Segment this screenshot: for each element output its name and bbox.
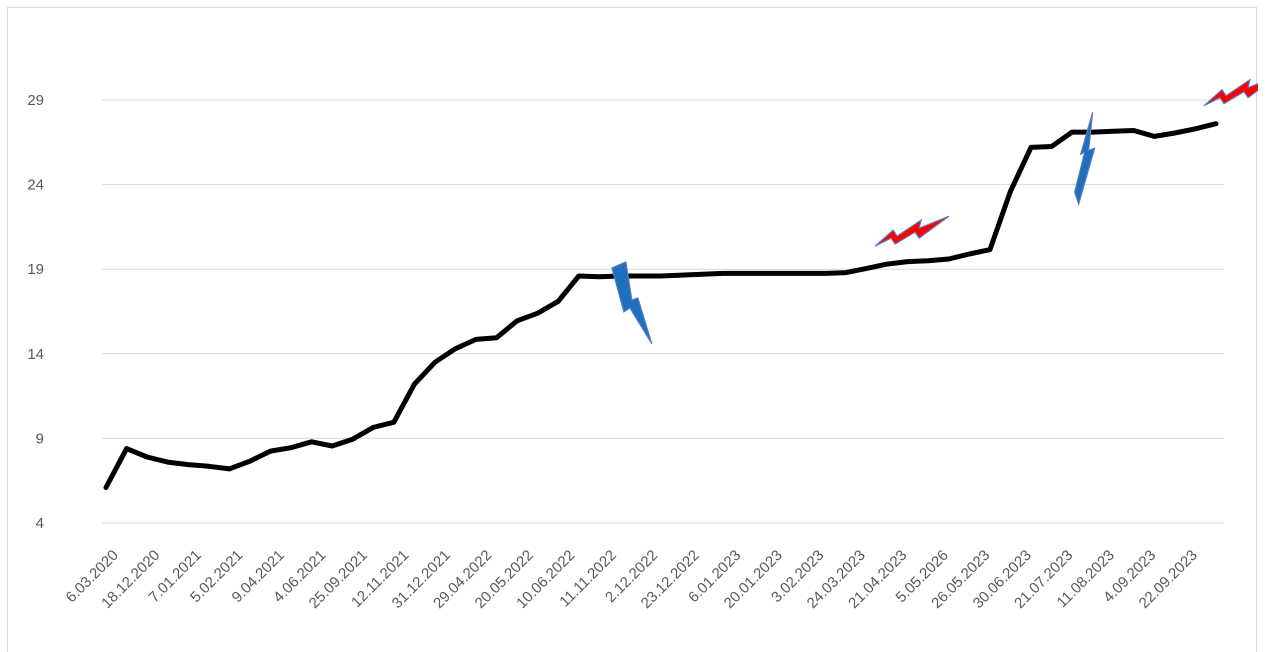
annotation-layer	[611, 78, 1258, 345]
line-chart: 4 9 14 19 24 29 6.03.202018.12.20207.01.20215…	[27, 78, 1258, 612]
y-tick-label: 24	[27, 177, 44, 194]
gridlines	[102, 99, 1224, 524]
series-line	[103, 121, 1219, 490]
lightning-icon-1	[611, 261, 653, 345]
lightning-icon-2	[874, 215, 950, 247]
lightning-icon-3	[1074, 111, 1096, 207]
series-layer	[103, 121, 1219, 490]
x-axis-tick-labels: 6.03.202018.12.20207.01.20215.02.20219.0…	[63, 547, 1201, 612]
y-tick-label: 19	[27, 261, 44, 278]
chart-frame: 4 9 14 19 24 29 6.03.2020 18.12.2020 7.01.2021 5…	[7, 7, 1258, 652]
y-tick-label: 9	[36, 430, 44, 447]
y-tick-label: 4	[36, 515, 44, 532]
y-axis-tick-labels: 4 9 14 19 24 29	[27, 92, 44, 532]
y-tick-label: 14	[27, 346, 44, 363]
lightning-icon-4	[1203, 78, 1258, 107]
y-tick-label: 29	[27, 92, 44, 109]
